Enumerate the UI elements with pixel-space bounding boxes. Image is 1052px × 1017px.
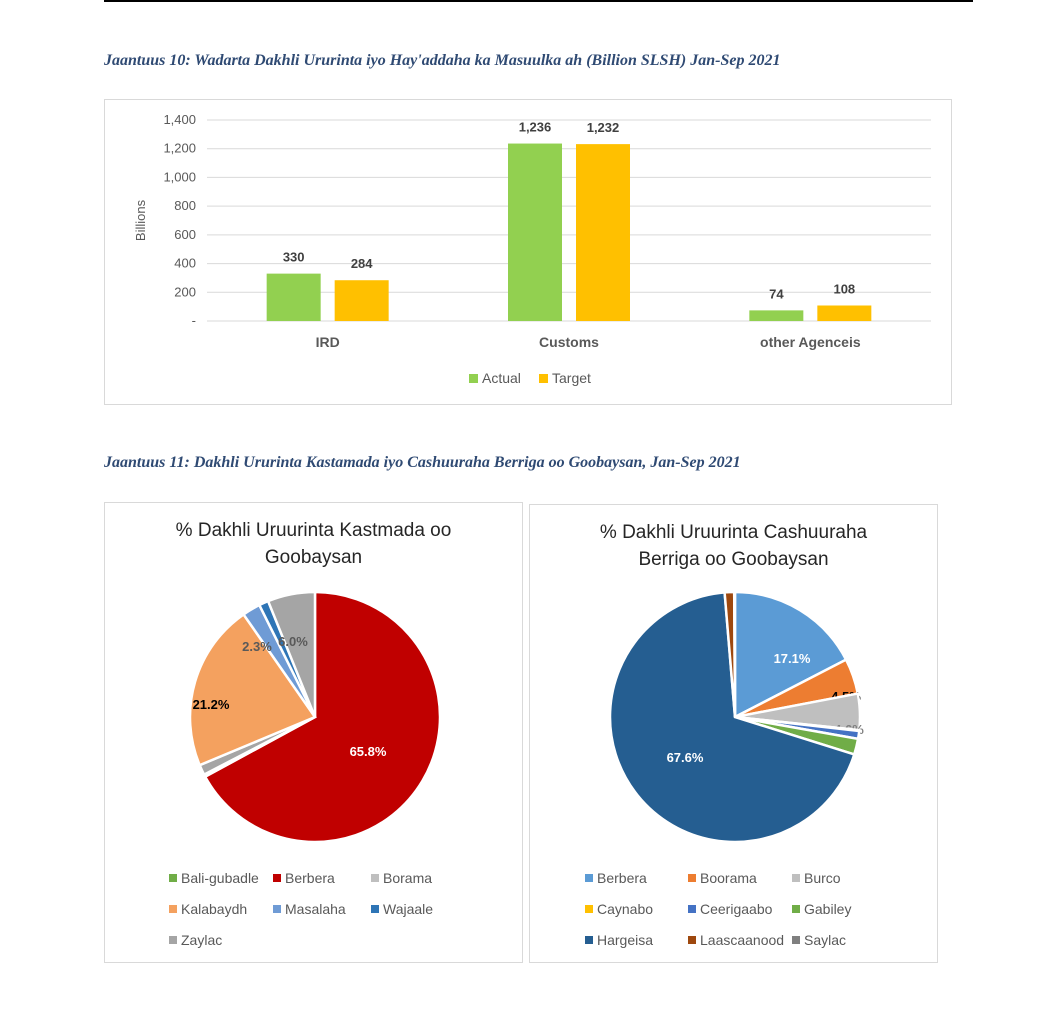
legend-label: Target <box>552 370 591 386</box>
legend-label: Caynabo <box>597 901 653 917</box>
y-tick-label: - <box>192 313 196 328</box>
pie-title: % Dakhli Uruurinta Kastmada oo <box>176 520 452 541</box>
pie-slice-kalabaydh <box>188 612 317 767</box>
legend-label: Ceerigaabo <box>700 901 773 917</box>
customs-pie-chart: % Dakhli Uruurinta Kastmada oo Goobaysan 6… <box>169 520 452 948</box>
legend-swatch <box>273 874 281 882</box>
pie-slice-berbera <box>733 590 848 720</box>
pie-slice-zaylac <box>266 590 317 718</box>
bar-value-label: 108 <box>833 281 855 296</box>
bar-value-label: 74 <box>769 286 784 301</box>
legend-swatch <box>273 905 281 913</box>
y-tick-label: 200 <box>174 284 196 299</box>
legend-swatch <box>792 905 800 913</box>
y-tick-label: 400 <box>174 256 196 271</box>
legend-swatch <box>792 874 800 882</box>
legend-label: Bali-gubadle <box>181 870 259 886</box>
legend-swatch <box>371 874 379 882</box>
legend-swatch <box>469 374 478 383</box>
legend-swatch <box>688 936 696 944</box>
figure-11-caption: Jaantuus 11: Dakhli Ururinta Kastamada i… <box>104 454 741 471</box>
legend-label: Berbera <box>285 870 335 886</box>
legend-swatch <box>585 905 593 913</box>
bar-target <box>576 144 630 321</box>
bar-value-label: 1,232 <box>587 120 620 135</box>
pie-data-label: 17.1% <box>774 651 811 666</box>
pie-title: % Dakhli Uruurinta Cashuuraha <box>600 522 868 543</box>
bar-value-label: 330 <box>283 250 305 265</box>
legend-label: Laascaanood <box>700 932 784 948</box>
x-category-label: other Agenceis <box>760 334 861 350</box>
bar-chart-frame: - 200 400 600 800 1,000 1,200 1,400 Billions 330 2… <box>104 99 952 405</box>
bar-target <box>817 305 872 321</box>
pie-title: Goobaysan <box>265 547 362 568</box>
legend-label: Boorama <box>700 870 757 886</box>
bar-actual <box>508 143 562 321</box>
legend-swatch <box>688 905 696 913</box>
y-tick-label: 600 <box>174 227 196 242</box>
legend-label: Gabiley <box>804 901 851 917</box>
pie-data-label: 2.3% <box>242 639 272 654</box>
top-rule <box>104 0 973 2</box>
y-axis-label: Billions <box>133 199 148 241</box>
figure-10-caption: Jaantuus 10: Wadarta Dakhli Ururinta iyo… <box>104 52 781 69</box>
y-tick-label: 1,200 <box>163 141 196 156</box>
pie-slice-berbera <box>203 590 442 844</box>
inland-pie-frame: % Dakhli Uruurinta Cashuuraha Berriga oo … <box>529 504 938 963</box>
pie-data-label: 67.6% <box>667 750 704 765</box>
y-tick-label: 1,400 <box>163 112 196 127</box>
legend-swatch <box>585 874 593 882</box>
legend-label: Hargeisa <box>597 932 653 948</box>
pie-title: Berriga oo Goobaysan <box>638 549 828 570</box>
pie-data-label: 6.0% <box>278 634 308 649</box>
legend-label: Burco <box>804 870 841 886</box>
legend-swatch <box>539 374 548 383</box>
bar-value-label: 284 <box>351 256 373 271</box>
bar-actual <box>266 273 321 321</box>
legend-label: Saylac <box>804 932 846 948</box>
bar-value-label: 1,236 <box>519 120 552 135</box>
legend-label: Wajaale <box>383 901 433 917</box>
legend-swatch <box>688 874 696 882</box>
x-category-label: Customs <box>539 334 599 350</box>
y-tick-label: 1,000 <box>163 169 196 184</box>
legend-label: Masalaha <box>285 901 346 917</box>
bar-target <box>334 280 389 321</box>
customs-pie-frame: % Dakhli Uruurinta Kastmada oo Goobaysan 6… <box>104 502 523 963</box>
inland-pie-chart: % Dakhli Uruurinta Cashuuraha Berriga oo … <box>585 522 868 948</box>
legend-label: Kalabaydh <box>181 901 247 917</box>
pie-slice-saylac <box>732 590 737 718</box>
legend-swatch <box>585 936 593 944</box>
legend-label: Borama <box>383 870 432 886</box>
legend-label: Actual <box>482 370 521 386</box>
legend-label: Zaylac <box>181 932 222 948</box>
legend-label: Berbera <box>597 870 647 886</box>
legend-swatch <box>169 936 177 944</box>
legend-swatch <box>169 874 177 882</box>
pie-data-label: 65.8% <box>350 744 387 759</box>
bar-chart: - 200 400 600 800 1,000 1,200 1,400 Billions 330 2… <box>133 112 931 386</box>
legend-swatch <box>169 905 177 913</box>
pie-slice-hargeisa <box>608 591 856 844</box>
x-category-label: IRD <box>316 334 340 350</box>
legend-swatch <box>792 936 800 944</box>
bar-actual <box>749 310 804 321</box>
pie-data-label: 21.2% <box>193 697 230 712</box>
y-tick-label: 800 <box>174 198 196 213</box>
legend-swatch <box>371 905 379 913</box>
